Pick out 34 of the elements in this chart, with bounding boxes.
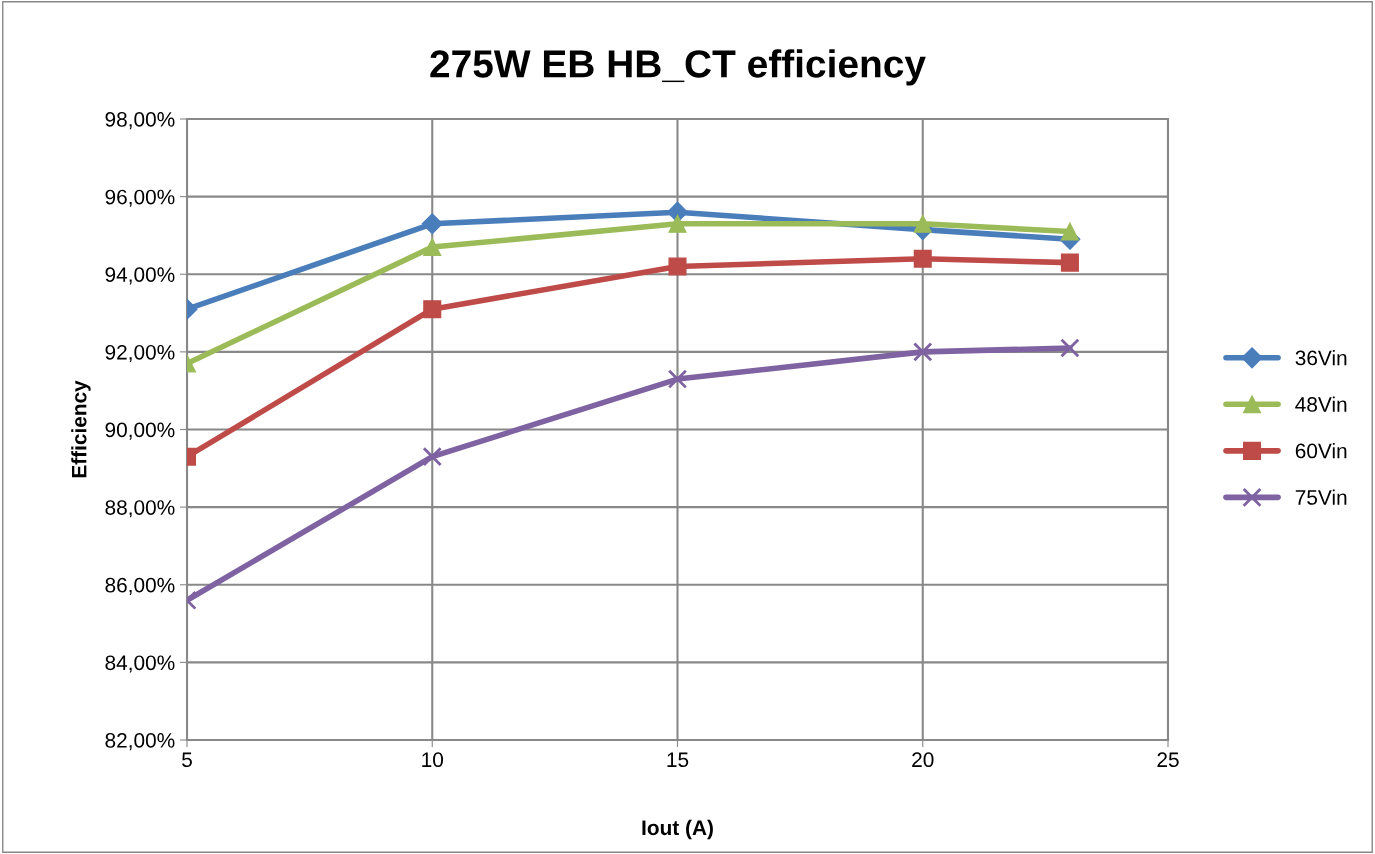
legend-label: 75Vin [1295, 489, 1347, 505]
legend-label: 60Vin [1295, 443, 1347, 459]
y-tick-label: 98,00% [105, 112, 175, 130]
y-tick-label: 94,00% [105, 267, 175, 285]
y-tick-label: 96,00% [105, 189, 175, 207]
chart-title: 275W EB HB_CT efficiency [430, 49, 926, 86]
y-tick-label: 86,00% [105, 577, 175, 595]
point [423, 300, 442, 319]
legend-label: 48Vin [1295, 396, 1347, 412]
y-tick-label: 92,00% [105, 344, 175, 363]
y-tick-label: 90,00% [105, 422, 175, 440]
y-tick-label: 84,00% [105, 655, 175, 673]
point [668, 257, 687, 276]
point [1060, 222, 1079, 241]
point [913, 342, 933, 362]
point [422, 446, 442, 467]
y-tick-label: 88,00% [105, 500, 175, 518]
y-axis-title: Efficiency [71, 380, 91, 478]
point [667, 369, 688, 389]
x-tick-label: 5 [182, 752, 192, 768]
point [1060, 253, 1079, 272]
y-tick-label: 82,00% [105, 733, 175, 751]
x-tick-label: 20 [912, 752, 934, 768]
point [421, 213, 443, 235]
legend-label: 36Vin [1295, 350, 1347, 366]
x-tick-label: 15 [667, 752, 689, 768]
x-tick-label: 10 [422, 752, 444, 768]
point [668, 214, 687, 233]
x-tick-label: 25 [1157, 752, 1179, 768]
x-axis-title: Iout (A) [642, 819, 713, 840]
point [423, 238, 442, 257]
point [913, 214, 932, 233]
point [1060, 338, 1080, 358]
point [913, 249, 932, 268]
